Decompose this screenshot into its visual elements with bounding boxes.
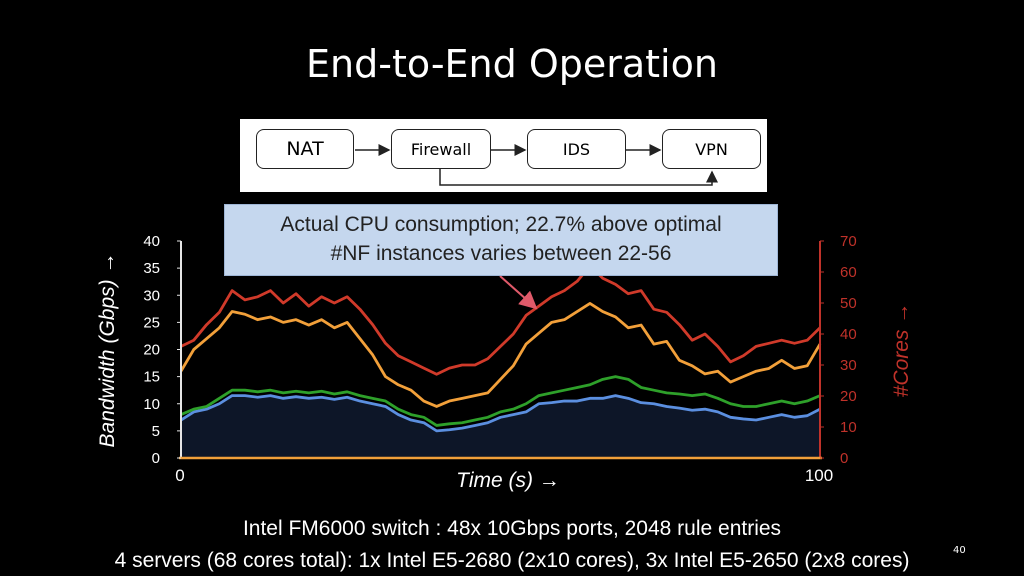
left-tick-label: 40	[143, 233, 160, 250]
nf-node-firewall: Firewall	[391, 129, 491, 169]
nf-node-ids: IDS	[527, 129, 626, 169]
left-tick-label: 0	[152, 450, 160, 467]
series-line-blue	[180, 394, 821, 433]
x-axis-label: Time (s) →	[456, 469, 560, 492]
right-tick-label: 40	[840, 326, 857, 343]
right-tick-label: 70	[840, 233, 857, 250]
page-number: 40	[953, 545, 966, 556]
footer-line-1: Intel FM6000 switch : 48x 10Gbps ports, …	[242, 517, 782, 540]
left-tick-label: 25	[143, 314, 160, 331]
y-axis-label-right: #Cores →	[890, 303, 913, 398]
x-tick-label: 100	[805, 466, 833, 485]
bandwidth-area-fill	[181, 395, 820, 458]
x-tick-label: 0	[175, 466, 184, 485]
callout-pointer-arrow	[499, 275, 538, 310]
nf-node-nat: NAT	[256, 129, 354, 169]
series-line-green	[180, 375, 821, 427]
annotation-callout: Actual CPU consumption; 22.7% above opti…	[224, 204, 778, 276]
right-tick-label: 60	[840, 264, 857, 281]
left-tick-label: 20	[143, 342, 160, 359]
series-line-orange	[179, 301, 822, 408]
y-axis-label-left: Bandwidth (Gbps) →	[96, 253, 119, 448]
left-tick-label: 30	[143, 287, 160, 304]
right-tick-label: 0	[840, 450, 848, 467]
right-tick-label: 30	[840, 357, 857, 374]
footer-line-2: 4 servers (68 cores total): 1x Intel E5-…	[114, 549, 910, 572]
arrow-firewall-vpn-bypass	[439, 169, 718, 186]
slide-title: End-to-End Operation	[306, 42, 718, 86]
left-tick-label: 15	[143, 369, 160, 386]
left-tick-label: 10	[143, 396, 160, 413]
nf-pipeline-diagram: NAT Firewall IDS VPN	[240, 119, 767, 192]
pipeline-arrows	[355, 144, 718, 186]
callout-line-1: Actual CPU consumption; 22.7% above opti…	[280, 213, 722, 236]
right-tick-label: 20	[840, 388, 857, 405]
callout-line-2: #NF instances varies between 22-56	[330, 242, 672, 265]
right-tick-label: 10	[840, 419, 857, 436]
left-tick-label: 5	[152, 423, 160, 440]
left-tick-label: 35	[143, 260, 160, 277]
nf-node-vpn: VPN	[662, 129, 761, 169]
right-tick-label: 50	[840, 295, 857, 312]
series-line-red	[180, 264, 821, 376]
